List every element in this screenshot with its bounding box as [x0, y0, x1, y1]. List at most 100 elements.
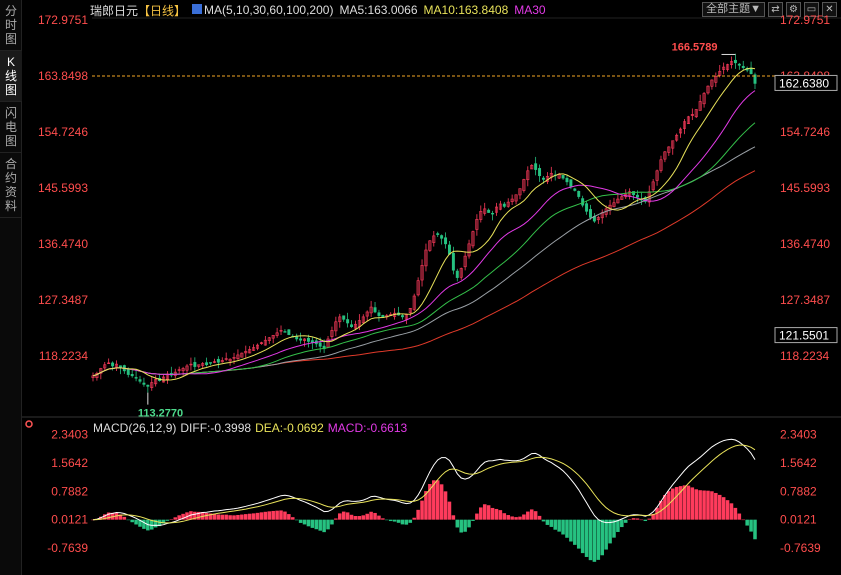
- candle-body: [636, 194, 639, 198]
- macd-histogram-bar: [416, 509, 420, 520]
- candle-body: [212, 361, 216, 363]
- candle-body: [353, 323, 357, 329]
- macd-histogram-bar: [400, 519, 405, 525]
- candle-body: [632, 191, 636, 196]
- macd-histogram-bar: [690, 487, 695, 520]
- macd-histogram-bar: [482, 504, 487, 520]
- candle-body: [275, 332, 279, 336]
- tab-flash[interactable]: 闪电图: [0, 102, 22, 153]
- macd-histogram-bar: [721, 497, 726, 520]
- candle-body: [675, 134, 679, 141]
- candle-body: [154, 379, 158, 385]
- macd-histogram-bar: [91, 519, 95, 521]
- high-label: 166.5789: [672, 41, 718, 53]
- macd-histogram-bar: [349, 514, 354, 520]
- candle-body: [248, 349, 252, 354]
- candle-body: [220, 360, 224, 363]
- macd-histogram-bar: [122, 516, 127, 520]
- candle-body: [216, 358, 220, 363]
- macd-histogram-bar: [506, 515, 510, 520]
- y-tick-right: 118.2234: [780, 349, 829, 363]
- candle-body: [240, 352, 244, 358]
- macd-tick-right: 2.3403: [780, 428, 817, 442]
- macd-histogram-bar: [412, 517, 416, 520]
- swap-icon[interactable]: ⇄: [768, 1, 783, 17]
- macd-histogram-bar: [490, 507, 495, 520]
- candle-body: [256, 344, 259, 349]
- macd-histogram-bar: [514, 517, 518, 520]
- candle-body: [236, 354, 240, 360]
- macd-histogram-bar: [584, 519, 589, 557]
- macd-histogram-bar: [670, 488, 675, 520]
- macd-histogram-bar: [228, 515, 232, 520]
- candle-body: [581, 198, 585, 206]
- current-price-box: [774, 74, 838, 91]
- macd-histogram-bar: [717, 494, 722, 520]
- macd-histogram-bar: [526, 511, 530, 520]
- macd-histogram-bar: [306, 519, 311, 527]
- candle-body: [436, 233, 440, 235]
- candle-body: [659, 159, 663, 171]
- candle-body: [494, 206, 498, 213]
- tab-timeshare[interactable]: 分时图: [0, 0, 22, 51]
- candle-body: [733, 59, 737, 64]
- macd-histogram-bar: [216, 514, 221, 520]
- candle-body: [126, 368, 130, 375]
- macd-histogram-bar: [432, 480, 436, 520]
- macd-histogram-bar: [161, 519, 166, 524]
- macd-histogram-bar: [588, 519, 593, 561]
- macd-histogram-bar: [451, 515, 456, 520]
- macd-histogram-bar: [408, 519, 413, 523]
- maximize-icon[interactable]: ▭: [804, 1, 819, 17]
- macd-header-part: DEA:-0.0692: [255, 421, 324, 435]
- candle-body: [686, 116, 690, 125]
- macd-header-part: MACD:-0.6613: [328, 421, 408, 435]
- macd-tick-left: -0.7639: [47, 541, 88, 555]
- ma-label: MA(5,10,30,60,100,200): [204, 3, 334, 17]
- macd-histogram-bar: [267, 511, 272, 520]
- macd-header-part: MACD(26,12,9): [93, 421, 176, 435]
- macd-histogram-bar: [102, 514, 107, 520]
- macd-histogram-bar: [377, 515, 381, 520]
- candle-body: [334, 321, 338, 332]
- candle-body: [279, 330, 283, 332]
- macd-histogram-bar: [314, 519, 319, 530]
- candle-body: [467, 243, 471, 257]
- theme-select[interactable]: 全部主题▼: [702, 1, 765, 17]
- candle-body: [369, 306, 373, 314]
- macd-histogram-bar: [604, 519, 608, 550]
- macd-histogram-bar: [686, 485, 691, 520]
- macd-histogram-bar: [353, 516, 358, 520]
- macd-histogram-bar: [479, 507, 483, 520]
- gear-icon[interactable]: ⚙: [786, 1, 801, 17]
- ma-settings-icon[interactable]: [192, 4, 203, 14]
- macd-histogram-bar: [541, 519, 546, 522]
- ma30-value: MA30: [514, 3, 546, 17]
- candle-body: [99, 368, 103, 374]
- macd-histogram-bar: [279, 510, 283, 520]
- macd-histogram-bar: [255, 512, 260, 520]
- candle-body: [424, 249, 428, 267]
- candle-body: [197, 364, 201, 367]
- macd-histogram-bar: [244, 514, 248, 520]
- macd-histogram-bar: [443, 491, 448, 520]
- macd-histogram-bar: [502, 513, 507, 520]
- macd-histogram-bar: [498, 510, 503, 520]
- candle-body: [573, 188, 577, 191]
- ma-line-ma200: [92, 170, 756, 377]
- macd-histogram-bar: [694, 489, 699, 520]
- close-icon[interactable]: ✕: [822, 1, 837, 17]
- macd-tick-right: 0.7882: [780, 484, 817, 498]
- macd-histogram-bar: [467, 519, 471, 528]
- macd-histogram-bar: [569, 519, 573, 542]
- candle-body: [244, 350, 248, 354]
- macd-histogram-bar: [142, 519, 146, 529]
- candle-body: [753, 74, 757, 84]
- macd-histogram-bar: [392, 519, 397, 522]
- candle-body: [698, 101, 702, 111]
- tab-contract-info[interactable]: 合约资料: [0, 153, 22, 218]
- macd-histogram-bar: [302, 519, 307, 525]
- period-selector[interactable]: 【日线】: [138, 3, 187, 18]
